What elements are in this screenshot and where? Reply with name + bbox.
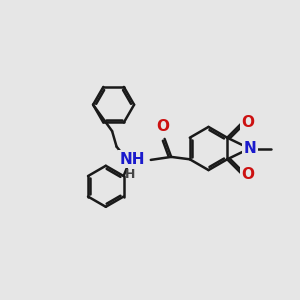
Text: N: N (244, 141, 256, 156)
Text: NH: NH (120, 152, 146, 167)
Text: H: H (125, 168, 136, 181)
Text: O: O (241, 167, 254, 182)
Text: O: O (241, 115, 254, 130)
Text: O: O (157, 118, 169, 134)
